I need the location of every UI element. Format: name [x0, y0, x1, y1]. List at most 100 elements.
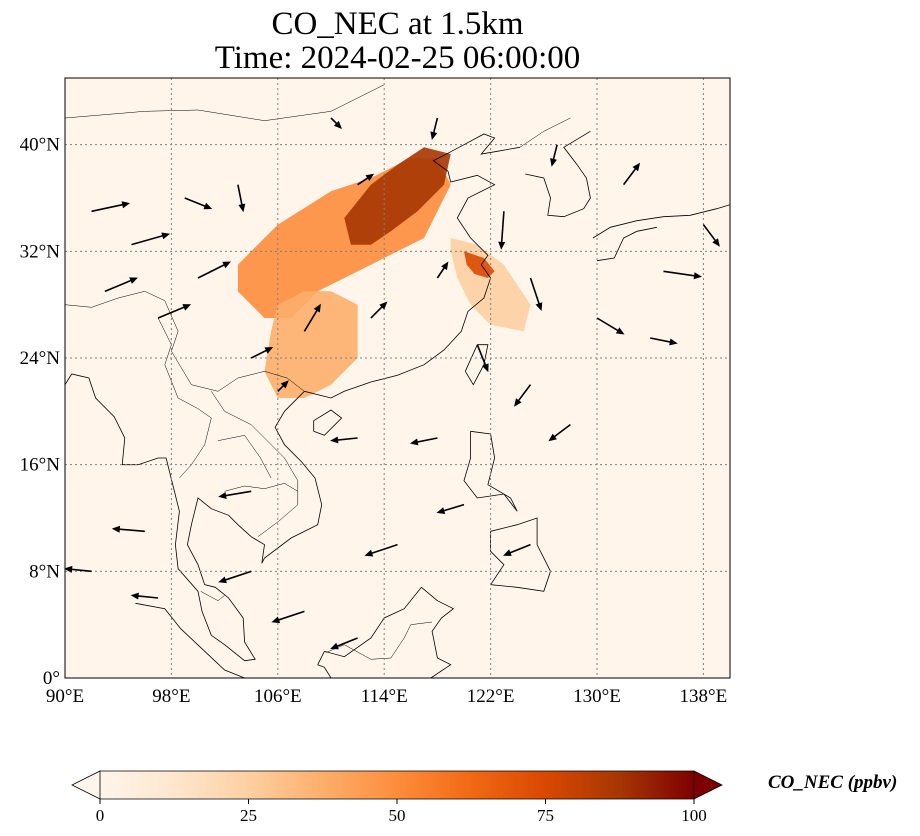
wind-arrow-head [430, 131, 438, 140]
concentration-region [344, 147, 451, 245]
wind-arrow [622, 162, 641, 186]
wind-arrow [430, 117, 439, 140]
wind-arrow-shaft [500, 211, 505, 246]
country-border [325, 621, 433, 660]
lon-tick-label: 106°E [254, 686, 302, 707]
wind-arrow-head [121, 201, 131, 209]
wind-arrow-shaft [551, 424, 571, 439]
wind-arrow-shaft [334, 437, 358, 442]
coastline [489, 517, 551, 592]
wind-arrow [197, 261, 231, 279]
wind-arrow-head [712, 238, 720, 247]
wind-arrow-shaft [334, 637, 358, 648]
wind-arrow-head [330, 642, 339, 650]
lat-tick-label: 24°N [20, 348, 61, 369]
wind-arrow-head [218, 492, 227, 499]
wind-arrow [157, 304, 192, 319]
wind-arrow-head [409, 438, 419, 446]
wind-arrow-shaft [516, 384, 532, 404]
wind-arrow-head [548, 433, 557, 442]
colorbar-label: CO_NEC (ppbv) [768, 772, 897, 793]
colorbar-tick-label: 100 [681, 806, 707, 825]
wind-vector-layer [65, 117, 720, 650]
coastline [317, 586, 455, 678]
wind-arrow [91, 201, 131, 213]
wind-arrow-shaft [414, 437, 438, 444]
wind-arrow-shaft [275, 610, 305, 622]
coastline [135, 602, 245, 678]
wind-arrow [596, 317, 625, 335]
wind-arrow-head [441, 261, 449, 271]
wind-arrow [184, 197, 213, 210]
wind-arrow [436, 503, 465, 514]
wind-arrow [218, 490, 252, 499]
wind-arrow-head [669, 338, 678, 346]
latitude-ticks: 0° 8°N 16°N 24°N 32°N 40°N [20, 135, 61, 689]
wind-arrow-head [280, 380, 289, 389]
wind-arrow-shaft [184, 197, 209, 208]
colorbar-tick-label: 50 [389, 806, 406, 825]
wind-arrow-head [615, 327, 625, 335]
wind-arrow-shaft [702, 224, 718, 244]
lon-tick-label: 130°E [573, 686, 621, 707]
wind-arrow [271, 610, 305, 624]
wind-arrow-shaft [440, 503, 465, 513]
wind-arrow-head [379, 301, 388, 310]
country-border [217, 435, 272, 479]
wind-arrow-head [218, 576, 227, 584]
wind-arrow [436, 261, 449, 279]
wind-arrow [476, 344, 489, 373]
coastline-layer [65, 84, 730, 678]
wind-arrow-head [129, 277, 138, 284]
wind-arrow-head [130, 592, 139, 600]
lon-tick-label: 114°E [361, 686, 408, 707]
wind-arrow [111, 525, 145, 533]
wind-arrow-head [333, 120, 342, 129]
colorbar-tick-label: 25 [240, 806, 257, 825]
concentration-region [464, 251, 495, 278]
wind-arrow-shaft [222, 490, 252, 497]
wind-arrow-shaft [131, 234, 166, 246]
wind-arrow-head [632, 162, 641, 172]
wind-arrow [548, 424, 571, 442]
wind-arrow-shaft [368, 543, 398, 555]
wind-arrow [550, 144, 558, 167]
wind-arrow [330, 436, 358, 444]
wind-arrow-shaft [650, 337, 674, 344]
wind-arrow [529, 277, 543, 311]
wind-arrow-shaft [104, 278, 134, 293]
wind-arrow-head [693, 272, 702, 280]
wind-arrow-head [271, 616, 281, 624]
wind-arrow-head [364, 549, 374, 557]
wind-arrow-shaft [507, 543, 531, 555]
wind-arrow-head [535, 302, 543, 311]
coastline [304, 133, 520, 399]
lon-tick-label: 90°E [46, 686, 84, 707]
wind-arrow-shaft [237, 184, 244, 208]
lat-tick-label: 32°N [20, 241, 61, 262]
map-title-line1: CO_NEC at 1.5km [271, 6, 524, 42]
wind-arrow-head [514, 398, 522, 407]
wind-arrow [498, 211, 506, 250]
wind-arrow-shaft [68, 568, 92, 573]
wind-arrow-head [330, 436, 339, 444]
wind-arrow-head [203, 202, 213, 210]
wind-arrow [663, 270, 702, 280]
coastline [525, 130, 591, 218]
wind-arrow-shaft [197, 262, 228, 279]
wind-arrow [514, 384, 532, 407]
country-border [65, 291, 305, 392]
wind-arrow-head [182, 304, 192, 311]
wind-arrow-head [498, 241, 506, 250]
wind-arrow-shaft [622, 166, 638, 186]
colorbar-body [100, 771, 694, 799]
wind-arrow [130, 592, 159, 600]
colorbar-extend-max [693, 770, 723, 800]
wind-arrow-head [503, 549, 512, 556]
wind-arrow-shaft [91, 203, 126, 213]
lon-tick-label: 122°E [467, 686, 515, 707]
coastline [313, 409, 343, 436]
coastline [65, 373, 323, 662]
coastline [464, 344, 489, 386]
wind-arrow [250, 347, 274, 359]
